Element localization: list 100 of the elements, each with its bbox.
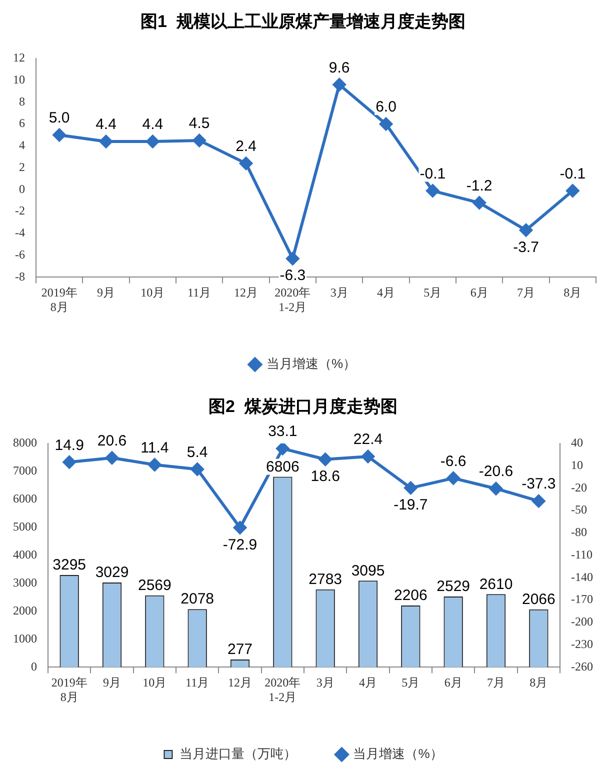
point bbox=[100, 135, 112, 148]
y2-tick-label: 40 bbox=[571, 436, 584, 450]
data-label: 2569 bbox=[138, 576, 172, 594]
data-label: 277 bbox=[227, 641, 253, 658]
y-tick-label: 8000 bbox=[13, 436, 37, 450]
x-tick-label: 10月 bbox=[140, 286, 165, 300]
data-label: 4.4 bbox=[96, 116, 116, 134]
y-tick-label: -8 bbox=[15, 269, 25, 284]
y-tick-label: 0 bbox=[31, 659, 37, 674]
point bbox=[52, 128, 66, 142]
data-label: 4.5 bbox=[188, 115, 210, 132]
y-tick-label: -2 bbox=[15, 204, 25, 218]
x-tick-label: 2019年 8月 bbox=[41, 286, 78, 314]
data-label: 6806 bbox=[266, 458, 300, 476]
x-tick-label: 8月 bbox=[530, 676, 548, 690]
point bbox=[472, 196, 486, 210]
data-label: -3.7 bbox=[513, 238, 539, 256]
point bbox=[520, 224, 532, 237]
chart-title: 图1 规模以上工业原煤产量增速月度走势图 bbox=[140, 12, 466, 31]
y-tick-label: 2000 bbox=[13, 603, 37, 618]
data-label: 2066 bbox=[522, 591, 556, 608]
y2-tick-label: -50 bbox=[571, 502, 588, 517]
point bbox=[190, 462, 204, 476]
y2-tick-label: -170 bbox=[571, 592, 594, 606]
data-label: 33.1 bbox=[268, 423, 298, 440]
x-tick-label: 2019年 8月 bbox=[51, 676, 88, 704]
point bbox=[532, 494, 546, 508]
point bbox=[380, 118, 392, 131]
x-tick-label: 7月 bbox=[517, 286, 535, 300]
y-tick-label: 10 bbox=[13, 72, 25, 86]
data-label: 18.6 bbox=[310, 468, 340, 486]
point bbox=[446, 472, 460, 485]
y2-tick-label: -20 bbox=[571, 480, 588, 494]
point bbox=[146, 135, 160, 148]
y-tick-label: -6 bbox=[15, 247, 25, 262]
data-label: -37.3 bbox=[522, 476, 556, 493]
data-label: 20.6 bbox=[97, 432, 127, 450]
data-label: 2078 bbox=[180, 590, 214, 608]
y-tick-label: 6000 bbox=[13, 492, 37, 506]
data-label: -1.2 bbox=[466, 177, 492, 194]
y2-tick-label: -260 bbox=[571, 659, 594, 674]
data-label: 2206 bbox=[394, 587, 428, 604]
data-label: 5.0 bbox=[48, 110, 70, 127]
point bbox=[490, 482, 503, 496]
x-tick-label: 8月 bbox=[564, 286, 582, 300]
data-label: 3295 bbox=[52, 556, 86, 574]
x-tick-label: 5月 bbox=[402, 676, 420, 690]
y-tick-label: 8 bbox=[19, 94, 25, 108]
point bbox=[276, 443, 290, 456]
data-label: 14.9 bbox=[54, 436, 84, 454]
x-tick-label: 9月 bbox=[97, 286, 115, 300]
y-tick-label: -4 bbox=[15, 226, 25, 240]
x-tick-label: 7月 bbox=[487, 676, 506, 690]
x-tick-label: 4月 bbox=[377, 286, 395, 300]
data-label: 2.4 bbox=[236, 138, 256, 156]
x-tick-label: 3月 bbox=[330, 286, 348, 300]
x-tick-label: 10月 bbox=[142, 676, 167, 690]
data-label: 5.4 bbox=[186, 444, 208, 461]
y-tick-label: 4 bbox=[19, 138, 25, 152]
y-tick-label: 1000 bbox=[13, 631, 37, 646]
data-label: -6.6 bbox=[440, 452, 466, 470]
x-tick-label: 9月 bbox=[103, 676, 121, 690]
data-label: 3095 bbox=[351, 562, 385, 580]
point bbox=[62, 456, 76, 469]
point bbox=[318, 452, 332, 466]
legend-label: 当月增速（%） bbox=[266, 356, 356, 372]
data-label: 9.6 bbox=[328, 59, 350, 76]
y2-tick-label: -80 bbox=[571, 525, 588, 540]
y-tick-label: 0 bbox=[19, 182, 25, 196]
y-tick-label: 12 bbox=[13, 50, 25, 65]
chart-title: 图2 煤炭进口月度走势图 bbox=[208, 396, 398, 416]
y2-tick-label: -140 bbox=[571, 570, 594, 584]
data-label: 3029 bbox=[95, 564, 129, 582]
data-label: -19.7 bbox=[394, 496, 428, 514]
point bbox=[234, 521, 246, 534]
data-label: 4.4 bbox=[142, 116, 164, 134]
data-label: 11.4 bbox=[140, 439, 169, 456]
x-tick-label: 3月 bbox=[316, 676, 334, 690]
point bbox=[106, 451, 118, 464]
data-label: -6.3 bbox=[280, 267, 306, 284]
data-label: 2529 bbox=[436, 578, 470, 596]
point bbox=[362, 450, 375, 464]
x-tick-label: 2020年 1-2月 bbox=[264, 676, 301, 704]
x-tick-label: 11月 bbox=[188, 286, 212, 300]
legend-label: 当月增速（%） bbox=[353, 746, 443, 762]
x-tick-label: 4月 bbox=[359, 676, 377, 690]
data-label: -72.9 bbox=[222, 536, 258, 554]
y-tick-label: 3000 bbox=[13, 575, 37, 590]
x-tick-label: 11月 bbox=[186, 676, 210, 690]
point bbox=[426, 184, 440, 198]
x-tick-label: 12月 bbox=[234, 286, 258, 300]
x-tick-label: 12月 bbox=[228, 676, 252, 690]
point bbox=[566, 184, 580, 198]
point bbox=[286, 252, 300, 266]
x-tick-label: 6月 bbox=[444, 676, 462, 690]
point bbox=[148, 458, 162, 472]
point bbox=[240, 156, 252, 170]
data-label: 22.4 bbox=[353, 431, 383, 448]
y2-tick-label: -110 bbox=[571, 547, 593, 562]
data-label: -20.6 bbox=[478, 463, 514, 480]
